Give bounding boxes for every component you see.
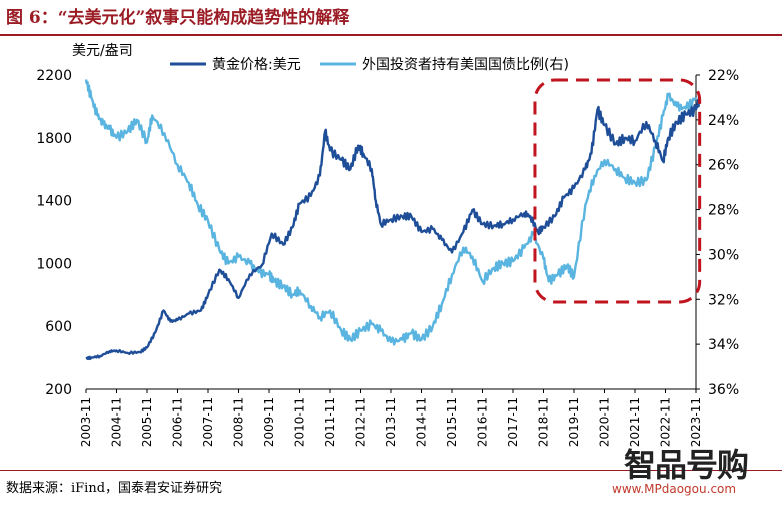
right-tick-label: 24% — [708, 113, 739, 129]
x-tick-label: 2009-11 — [262, 397, 276, 447]
figure-title: 图 6：“去美元化”叙事只能构成趋势性的解释 — [6, 8, 350, 28]
x-tick-label: 2016-11 — [476, 397, 490, 447]
watermark-url: www.MPdaogou.com — [612, 482, 737, 496]
x-tick-label: 2018-11 — [537, 397, 551, 447]
x-tick-label: 2023-11 — [689, 397, 703, 447]
x-tick-label: 2004-11 — [110, 397, 124, 447]
right-tick-label: 34% — [708, 337, 739, 353]
left-tick-label: 1800 — [36, 131, 72, 147]
right-tick-label: 36% — [708, 382, 739, 398]
x-tick-label: 2015-11 — [445, 397, 459, 447]
x-tick-label: 2008-11 — [232, 397, 246, 447]
x-tick-label: 2014-11 — [415, 397, 429, 447]
chart: 2200 1800 1400 1000 600 200 22% 24% 26% 28% 30% 32%… — [36, 43, 739, 447]
right-tick-label: 30% — [708, 247, 739, 263]
highlight-box — [533, 78, 702, 304]
right-tick-label: 26% — [708, 158, 739, 174]
left-tick-label: 1400 — [36, 194, 72, 210]
x-tick-label: 2021-11 — [628, 397, 642, 447]
axes-layer: 2200 1800 1400 1000 600 200 22% 24% 26% 28% 30% 32%… — [36, 68, 739, 447]
right-tick-label: 28% — [708, 203, 739, 219]
x-tick-label: 2013-11 — [384, 397, 398, 447]
left-tick-label: 2200 — [36, 68, 72, 84]
series-line-1 — [85, 93, 701, 361]
source-note: 数据来源：iFind，国泰君安证券研究 — [6, 481, 223, 496]
x-tick-label: 2019-11 — [567, 397, 581, 447]
x-tick-label: 2010-11 — [293, 397, 307, 447]
right-tick-label: 32% — [708, 292, 739, 308]
x-tick-label: 2022-11 — [659, 397, 673, 447]
watermark-logo: 智品号购 — [624, 446, 749, 484]
right-tick-label: 22% — [708, 68, 739, 84]
x-tick-label: 2011-11 — [323, 397, 337, 447]
x-tick-label: 2006-11 — [171, 397, 185, 447]
legend: 黄金价格:美元 外国投资者持有美国国债比例(右) — [170, 56, 569, 73]
x-tick-label: 2020-11 — [598, 397, 612, 447]
series-line-2 — [84, 79, 698, 346]
left-axis-label: 美元/盎司 — [72, 43, 133, 59]
x-tick-label: 2005-11 — [140, 397, 154, 447]
legend-label-1: 黄金价格:美元 — [212, 56, 301, 73]
watermark: 智品号购 www.MPdaogou.com — [610, 440, 780, 510]
legend-label-2: 外国投资者持有美国国债比例(右) — [362, 57, 569, 73]
title-rule — [0, 34, 782, 36]
x-tick-label: 2017-11 — [506, 397, 520, 447]
left-tick-label: 1000 — [36, 256, 72, 272]
x-tick-label: 2012-11 — [354, 397, 368, 447]
source-rule — [0, 470, 782, 471]
x-tick-label: 2007-11 — [201, 397, 215, 447]
x-tick-label: 2003-11 — [79, 397, 93, 447]
series-layer — [84, 78, 702, 361]
left-tick-label: 600 — [45, 319, 72, 335]
left-tick-label: 200 — [45, 382, 72, 398]
